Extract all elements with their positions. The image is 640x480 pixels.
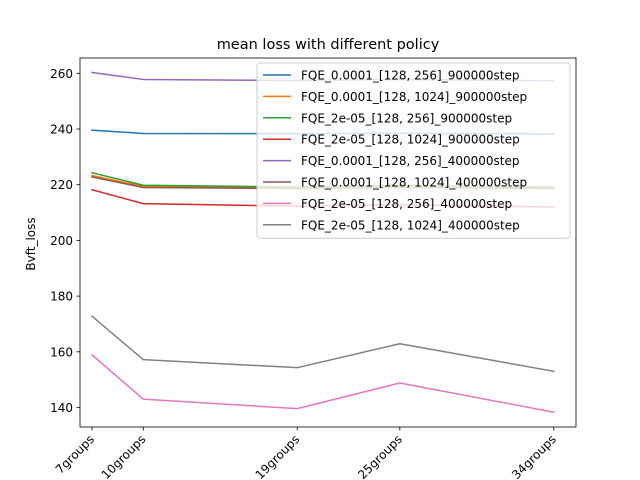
y-axis-label: Bvft_loss: [24, 217, 38, 270]
legend: FQE_0.0001_[128, 256]_900000step FQE_0.00…: [256, 62, 571, 239]
x-tick-label: 19groups: [253, 432, 303, 480]
x-tick-label: 25groups: [355, 432, 405, 480]
y-tick-label: 160: [50, 345, 73, 359]
legend-label: FQE_0.0001_[128, 1024]_400000step: [301, 176, 527, 190]
y-tick-label: 240: [50, 123, 73, 137]
legend-label: FQE_2e-05_[128, 1024]_900000step: [301, 133, 520, 147]
chart-title: mean loss with different policy: [217, 37, 440, 53]
series-line-8: [90, 315, 555, 373]
plot-frame: [79, 57, 577, 428]
y-tick-label: 220: [50, 178, 73, 192]
x-tick-label: 34groups: [509, 432, 559, 480]
y-tick-label: 140: [50, 401, 73, 415]
legend-label: FQE_2e-05_[128, 256]_900000step: [301, 111, 512, 125]
legend-label: FQE_0.0001_[128, 256]_900000step: [301, 69, 519, 83]
y-tick-label: 180: [50, 290, 73, 304]
legend-label: FQE_2e-05_[128, 1024]_400000step: [301, 218, 520, 232]
legend-box: [256, 62, 571, 239]
x-tick-label: 7groups: [53, 432, 97, 476]
x-tick-label: 10groups: [99, 432, 149, 480]
y-tick-label: 200: [50, 234, 73, 248]
legend-label: FQE_0.0001_[128, 1024]_900000step: [301, 90, 527, 104]
legend-label: FQE_0.0001_[128, 256]_400000step: [301, 154, 519, 168]
y-tick-label: 260: [50, 67, 73, 81]
legend-label: FQE_2e-05_[128, 256]_400000step: [301, 197, 512, 211]
series-line-7: [90, 353, 555, 414]
